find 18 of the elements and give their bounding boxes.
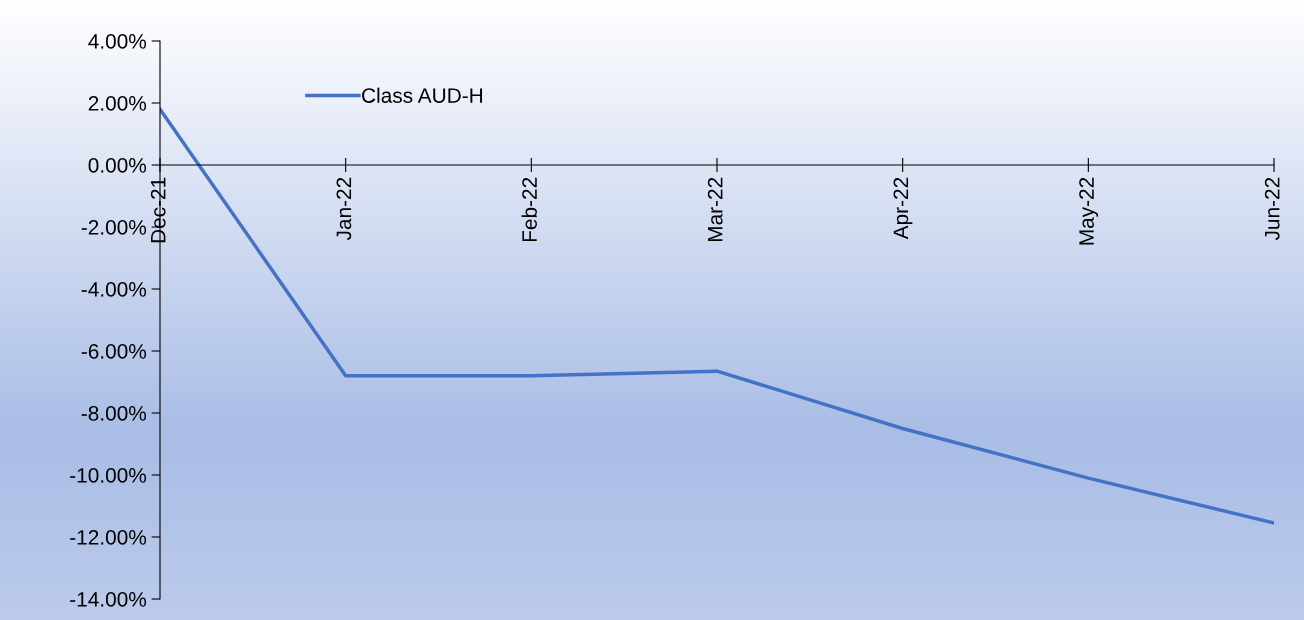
y-tick-label: -10.00% [70, 468, 147, 483]
x-tick-label: Dec-21 [150, 177, 166, 243]
x-tick-label: Mar-22 [707, 177, 723, 242]
legend-label: Class AUD-H [362, 87, 483, 103]
y-tick-label: -12.00% [70, 530, 147, 545]
y-tick-label: 2.00% [88, 96, 147, 111]
x-tick-label: Jan-22 [336, 177, 352, 241]
y-tick-label: -2.00% [81, 220, 147, 235]
y-tick-label: -4.00% [81, 282, 147, 297]
x-tick-label: Apr-22 [893, 177, 913, 240]
x-tick-label: Feb-22 [521, 177, 537, 242]
y-tick-label: -6.00% [81, 344, 147, 359]
x-tick-label: Jun-22 [1264, 177, 1280, 241]
x-tick-label: May-22 [1079, 177, 1099, 245]
y-tick-label: -8.00% [81, 406, 147, 421]
y-tick-label: -14.00% [70, 592, 147, 607]
y-tick-label: 0.00% [88, 158, 147, 173]
y-tick-label: 4.00% [88, 34, 147, 49]
